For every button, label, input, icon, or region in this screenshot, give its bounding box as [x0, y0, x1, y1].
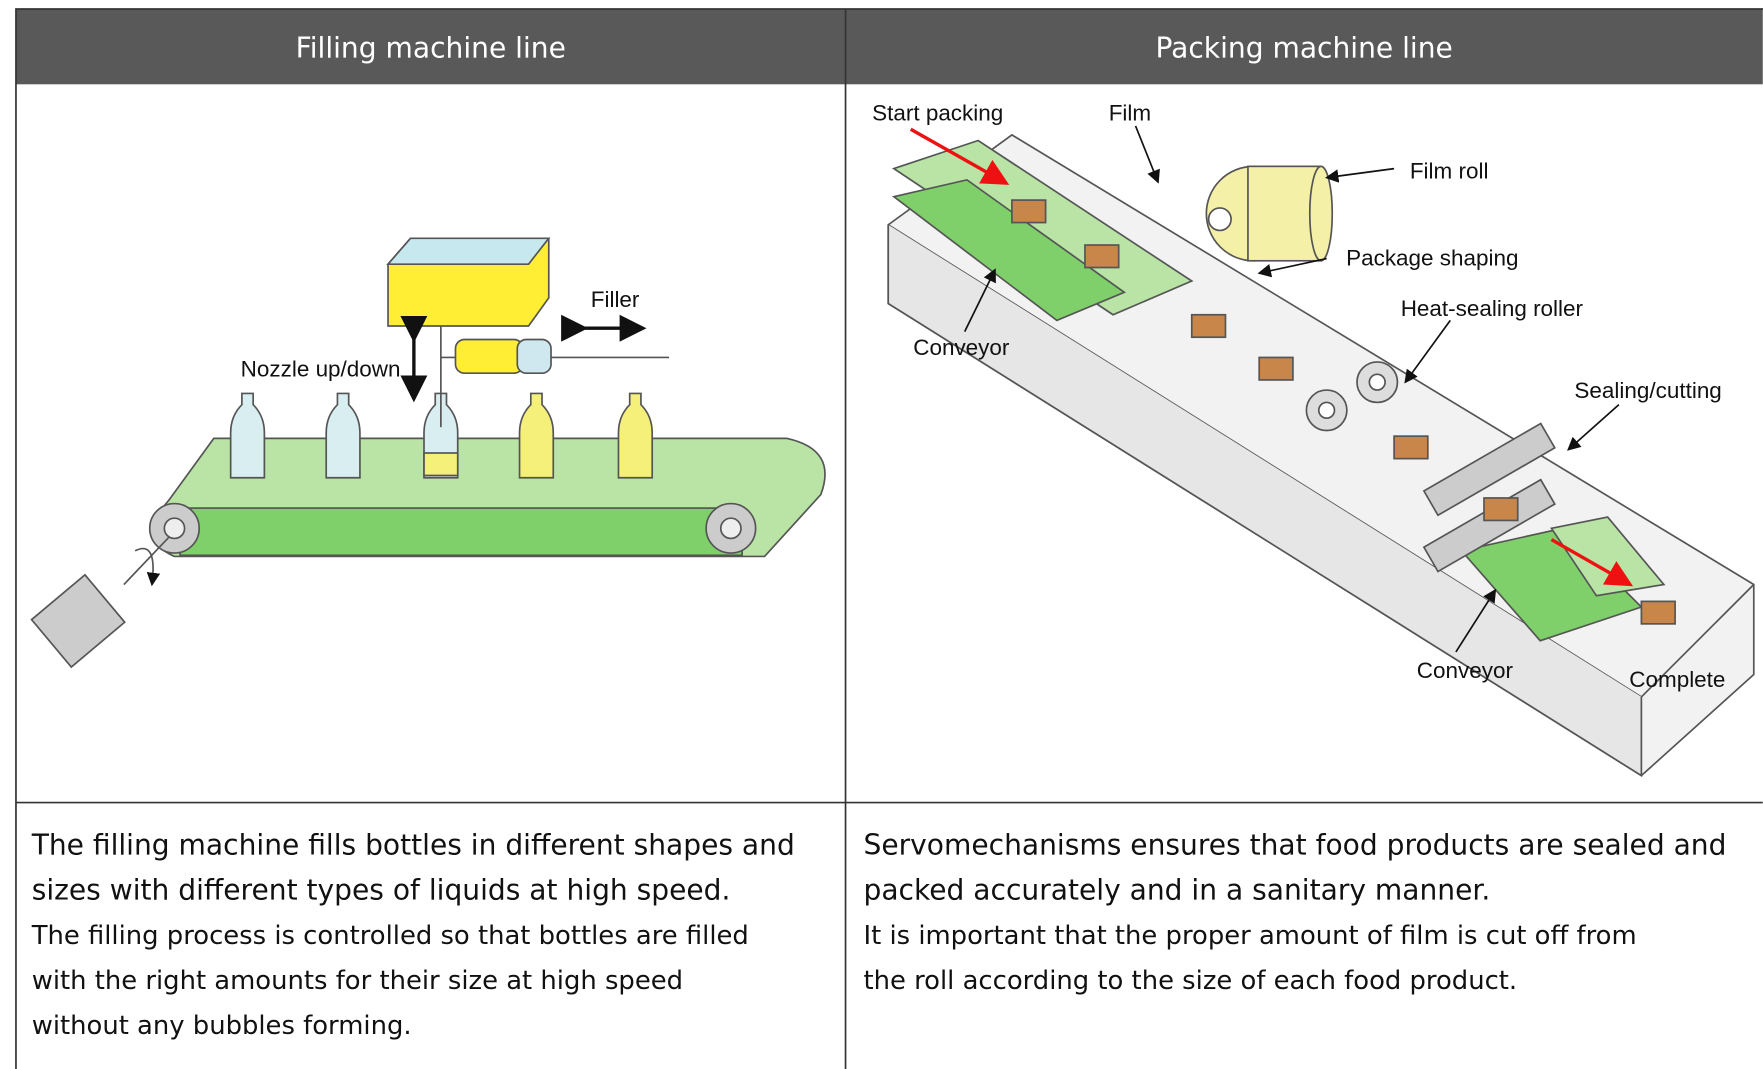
diagram-label: Film roll [1410, 159, 1489, 184]
description-line: with the right amounts for their size at… [32, 966, 683, 996]
diagram-label: Heat-sealing roller [1401, 296, 1584, 321]
diagram-label: Conveyor [913, 335, 1010, 360]
description-line: It is important that the proper amount o… [864, 921, 1637, 951]
diagram-label: Conveyor [1417, 658, 1514, 683]
header-cell: Filling machine line [296, 31, 566, 64]
description-line: packed accurately and in a sanitary mann… [864, 873, 1491, 906]
filling-diagram [32, 238, 825, 667]
diagram-label: Complete [1629, 667, 1725, 692]
description-line: the roll according to the size of each f… [864, 966, 1518, 996]
header-cell: Packing machine line [1155, 31, 1452, 64]
diagram-label: Package shaping [1346, 245, 1518, 270]
diagram-label: Start packing [872, 100, 1003, 125]
description-line: The filling machine fills bottles in dif… [31, 828, 795, 861]
description-line: without any bubbles forming. [32, 1011, 412, 1041]
description-line: The filling process is controlled so tha… [31, 921, 749, 951]
diagram-label: Film [1109, 100, 1151, 125]
header-row [16, 9, 1763, 84]
comparison-table: Filling machine line Packing machine lin… [0, 0, 1763, 1069]
descriptions: The filling machine fills bottles in dif… [31, 828, 1727, 1041]
diagram-label: Filler [591, 287, 640, 312]
page: Filling machine line Packing machine lin… [0, 0, 1763, 1069]
diagram-label: Sealing/cutting [1574, 378, 1721, 403]
diagram-label: Nozzle up/down [241, 357, 401, 382]
packing-diagram [888, 126, 1754, 776]
description-line: sizes with different types of liquids at… [32, 873, 731, 906]
description-line: Servomechanisms ensures that food produc… [864, 828, 1727, 861]
